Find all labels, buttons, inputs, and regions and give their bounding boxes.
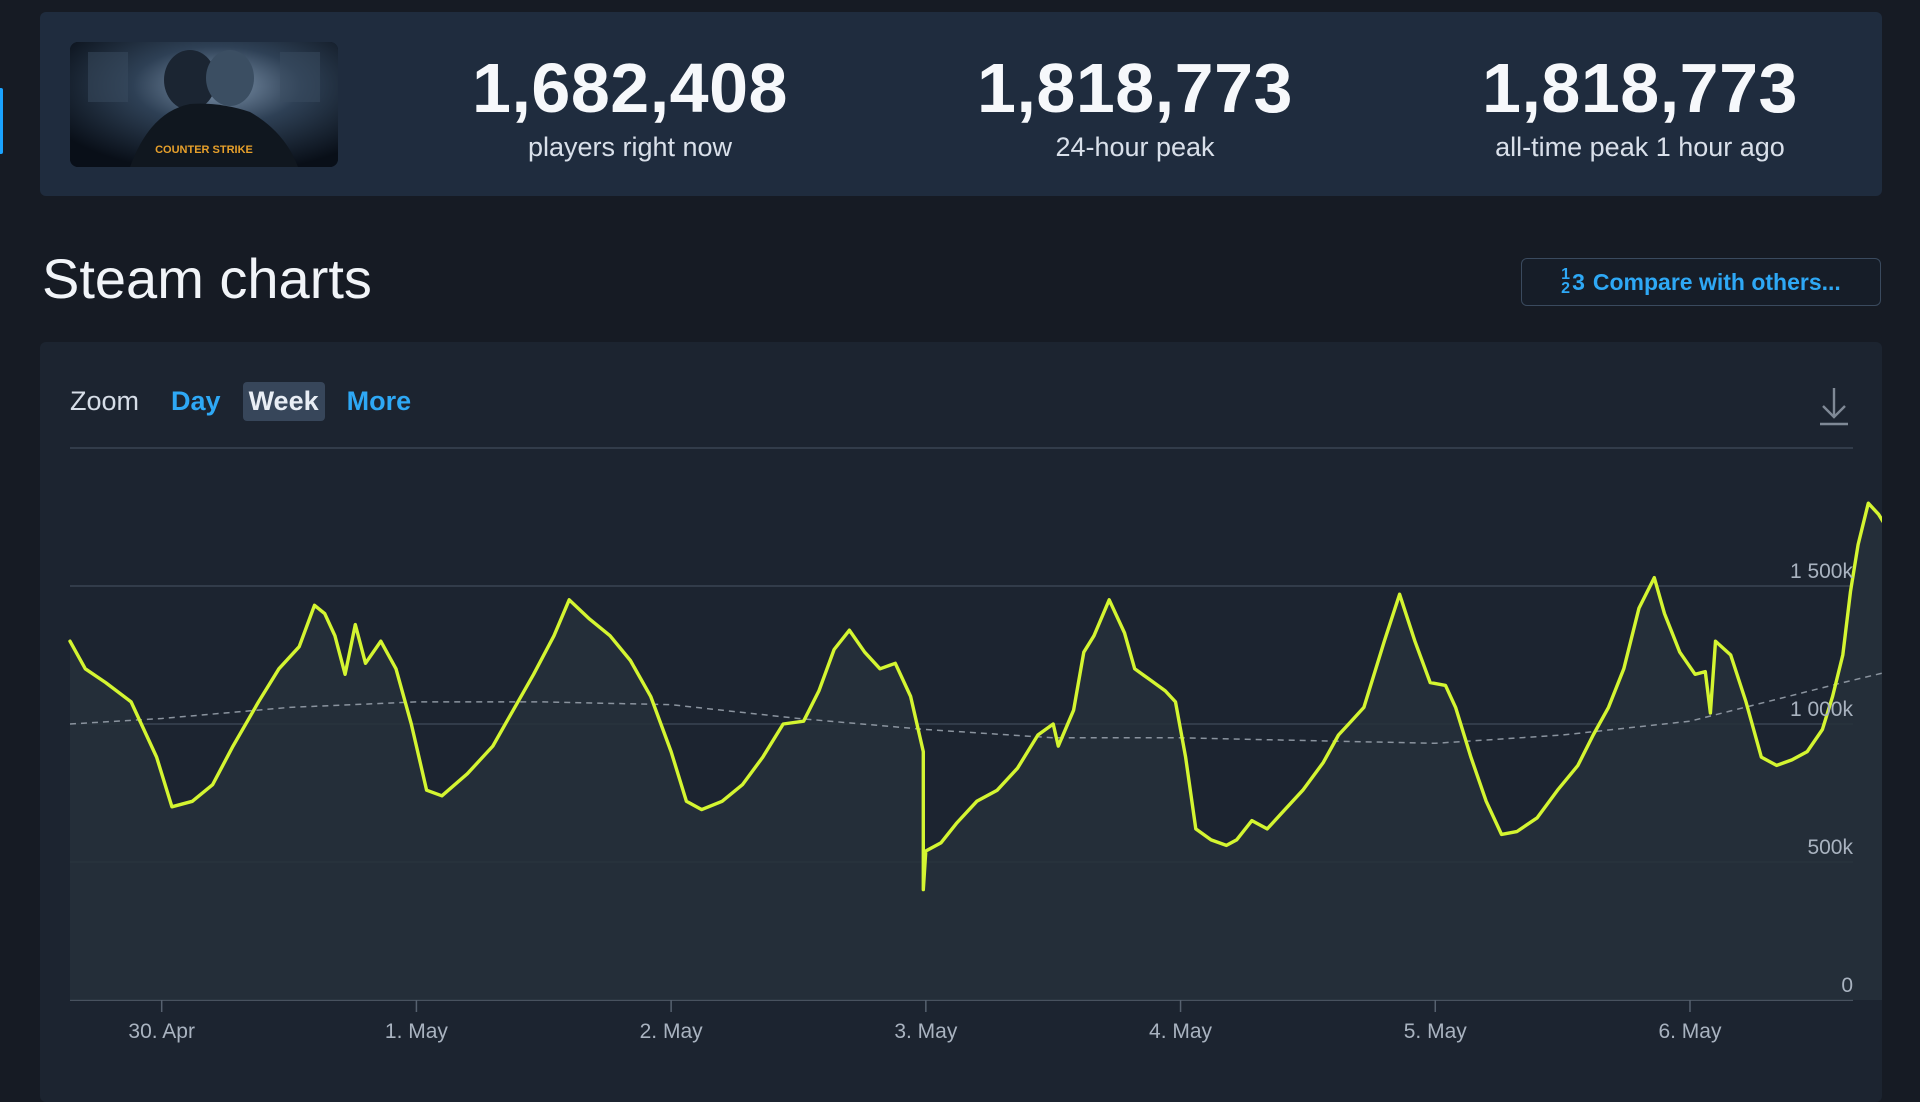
compare-icon: 1 2 [1561,266,1571,297]
zoom-day-button[interactable]: Day [171,386,221,416]
stat-all-time-peak: 1,818,773 all-time peak 1 hour ago [1410,48,1870,163]
stat-value: 1,818,773 [977,49,1293,127]
stat-value: 1,682,408 [472,49,788,127]
compare-button[interactable]: 1 2 3 Compare with others... [1521,258,1881,306]
y-tick-label: 0 [1841,974,1853,997]
players-area [70,503,1882,1000]
chart-area-fill [70,503,1882,1000]
zoom-controls: Zoom Day Week More [70,382,417,421]
download-icon[interactable] [1817,384,1851,428]
y-tick-label: 1 000k [1790,698,1854,721]
x-tick-label: 5. May [1404,1020,1468,1043]
stats-bar: COUNTER STRIKE 1,682,408 players right n… [40,12,1882,196]
x-tick-label: 30. Apr [128,1020,195,1043]
players-line [68,501,1882,892]
chart-panel: Zoom Day Week More 0 500k 1 000k 1 500k 30.… [40,342,1882,1102]
stat-value: 1,818,773 [1482,49,1798,127]
compare-icon-denominator: 2 [1561,280,1571,297]
stat-label: all-time peak 1 hour ago [1495,132,1785,162]
stat-24h-peak: 1,818,773 24-hour peak [905,48,1365,163]
x-tick-label: 3. May [894,1020,958,1043]
players-chart[interactable]: 0 500k 1 000k 1 500k 30. Apr 1. May 2. May 3. … [40,342,1882,1080]
stat-label: players right now [527,132,733,162]
x-tick-label: 6. May [1658,1020,1722,1043]
compare-button-label: Compare with others... [1592,268,1841,295]
chart-y-ticks: 0 500k 1 000k 1 500k [1790,560,1854,997]
left-edge-accent [0,88,3,154]
zoom-more-button[interactable]: More [346,386,412,416]
game-thumbnail[interactable]: COUNTER STRIKE [70,42,338,167]
zoom-week-button[interactable]: Week [242,382,325,421]
section-title: Steam charts [42,247,372,310]
chart-x-ticks: 30. Apr 1. May 2. May 3. May 4. May 5. May 6. … [128,1000,1722,1043]
compare-icon-numerator: 1 [1561,266,1571,283]
compare-icon-digit: 3 [1572,268,1585,295]
y-tick-label: 1 500k [1790,560,1854,583]
stat-current-players: 1,682,408 players right now [400,48,860,163]
x-tick-label: 2. May [640,1020,704,1043]
chart-series-line [68,501,1882,892]
x-tick-label: 1. May [385,1020,449,1043]
y-tick-label: 500k [1807,836,1853,859]
zoom-label: Zoom [70,386,140,416]
x-tick-label: 4. May [1149,1020,1213,1043]
game-thumbnail-art: COUNTER STRIKE [70,42,338,167]
stat-label: 24-hour peak [1055,132,1215,162]
game-logo-text: COUNTER STRIKE [155,144,253,156]
